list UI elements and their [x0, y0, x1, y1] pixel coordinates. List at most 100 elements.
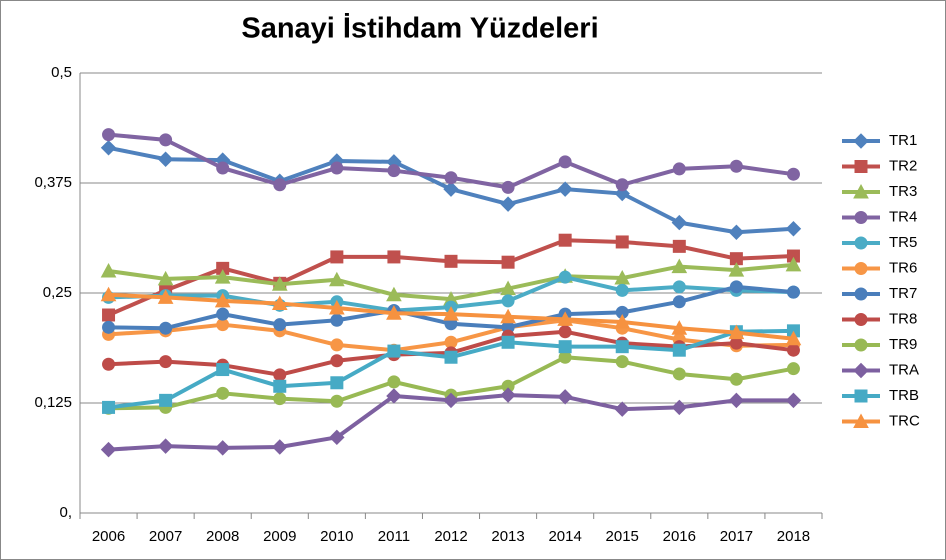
data-point	[329, 299, 345, 315]
legend-label: TR4	[889, 208, 917, 225]
data-point	[443, 181, 459, 197]
data-point	[728, 324, 745, 340]
data-point	[100, 140, 117, 156]
x-tick-label: 2018	[777, 528, 810, 545]
data-point	[102, 400, 116, 414]
data-point	[271, 276, 288, 291]
y-tick-label: 0,5	[51, 64, 72, 81]
y-tick-label: 0,125	[34, 394, 72, 411]
data-point	[102, 320, 116, 334]
data-point	[557, 311, 573, 326]
data-point	[728, 262, 745, 277]
data-point	[387, 344, 401, 358]
data-point	[100, 441, 117, 458]
legend-label: TR2	[889, 157, 917, 174]
legend-marker	[854, 262, 868, 275]
data-point	[501, 294, 515, 308]
data-point	[500, 196, 516, 212]
data-point	[387, 250, 401, 264]
data-point	[557, 181, 573, 197]
data-point	[500, 308, 516, 324]
data-point	[157, 270, 174, 286]
data-point	[671, 399, 688, 416]
data-point	[216, 161, 230, 175]
x-tick-label: 2009	[263, 528, 296, 545]
data-point	[100, 262, 117, 278]
data-point	[272, 439, 288, 455]
x-tick-label: 2007	[149, 528, 182, 545]
data-point	[614, 401, 630, 417]
legend-label: TR7	[889, 285, 917, 302]
data-point	[214, 440, 231, 456]
data-point	[157, 151, 174, 167]
legend-label: TRC	[889, 412, 920, 429]
data-point	[329, 429, 345, 446]
data-point	[615, 340, 629, 354]
legend-label: TR5	[889, 234, 917, 251]
data-point	[216, 363, 230, 377]
data-point	[159, 133, 173, 147]
data-point	[672, 280, 686, 294]
data-point	[273, 392, 287, 406]
data-point	[785, 256, 802, 272]
data-point	[273, 318, 287, 332]
data-point	[785, 221, 802, 237]
data-point	[157, 438, 174, 454]
x-tick-label: 2014	[548, 528, 581, 545]
data-point	[216, 386, 230, 400]
x-tick-label: 2008	[206, 528, 239, 545]
data-point	[558, 233, 572, 247]
data-point	[102, 357, 116, 371]
legend-marker	[854, 389, 868, 403]
data-point	[216, 307, 230, 321]
x-tick-label: 2016	[663, 528, 696, 545]
x-tick-label: 2010	[320, 528, 353, 545]
data-point	[558, 155, 572, 169]
data-point	[444, 350, 458, 364]
y-tick-label: 0,375	[34, 174, 72, 191]
data-point	[786, 285, 800, 299]
data-point	[273, 379, 287, 393]
data-point	[444, 171, 458, 185]
x-tick-label: 2013	[491, 528, 524, 545]
legend-label: TR9	[889, 336, 917, 353]
x-tick-label: 2017	[720, 528, 753, 545]
data-point	[614, 313, 631, 329]
data-point	[444, 254, 458, 268]
y-tick-label: 0,25	[43, 284, 72, 301]
data-point	[729, 159, 743, 173]
data-point	[329, 271, 345, 287]
data-point	[672, 239, 686, 253]
x-tick-label: 2011	[378, 528, 410, 545]
data-point	[615, 283, 629, 297]
data-point	[330, 376, 344, 390]
data-point	[330, 354, 344, 368]
legend-marker	[854, 211, 868, 224]
legend-marker	[854, 287, 868, 301]
data-point	[330, 394, 344, 408]
legend-marker	[854, 160, 868, 173]
data-point	[443, 306, 459, 321]
data-point	[102, 308, 116, 322]
data-point	[786, 167, 800, 181]
data-point	[273, 368, 287, 382]
data-point	[386, 388, 402, 404]
data-point	[159, 321, 173, 335]
data-point	[102, 128, 116, 142]
data-point	[100, 286, 117, 302]
data-point	[672, 162, 686, 176]
data-point	[671, 258, 688, 274]
data-point	[330, 313, 344, 327]
data-point	[558, 270, 572, 284]
legend-label: TRB	[889, 387, 919, 404]
data-point	[386, 286, 402, 302]
legend-marker	[853, 183, 869, 199]
data-point	[728, 224, 745, 240]
data-point	[214, 269, 231, 284]
x-tick-label: 2012	[434, 528, 467, 545]
data-point	[157, 289, 174, 304]
data-point	[387, 375, 401, 389]
data-point	[729, 280, 743, 294]
data-point	[729, 372, 743, 386]
